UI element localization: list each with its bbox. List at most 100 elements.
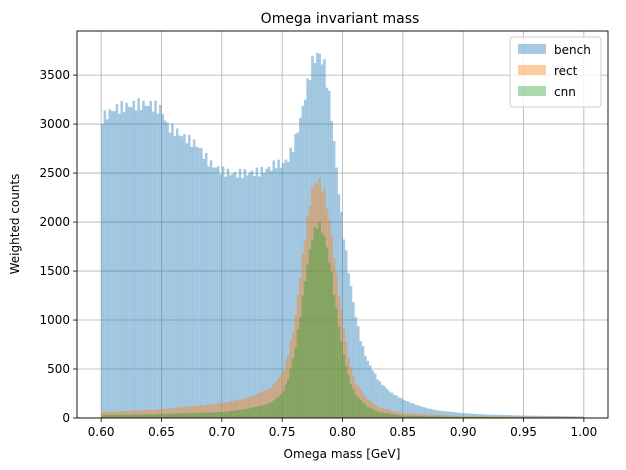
bar-bench-10 — [125, 102, 128, 419]
bar-rect-198 — [579, 417, 582, 418]
bar-bench-37 — [190, 146, 194, 419]
bar-bench-145 — [451, 411, 454, 418]
bar-rect-72 — [274, 381, 278, 418]
bar-bench-38 — [192, 139, 196, 418]
x-tick-label-3: 0.75 — [269, 425, 296, 439]
bar-bench-35 — [185, 143, 189, 418]
bar-rect-30 — [173, 407, 177, 418]
bar-cnn-50 — [221, 412, 225, 418]
bar-bench-62 — [250, 170, 254, 418]
bar-rect-76 — [284, 361, 288, 418]
bar-rect-64 — [255, 393, 259, 418]
bar-bench-33 — [180, 136, 184, 418]
y-tick-label-4: 2000 — [39, 215, 70, 229]
bar-bench-192 — [564, 416, 568, 418]
bar-cnn-78 — [289, 369, 292, 418]
bar-bench-185 — [547, 415, 551, 418]
bar-bench-44 — [207, 166, 210, 418]
bar-cnn-151 — [465, 417, 469, 418]
bar-bench-152 — [468, 413, 471, 418]
y-tick-label-7: 3500 — [39, 68, 70, 82]
bar-rect-116 — [381, 408, 384, 418]
bar-cnn-42 — [202, 412, 206, 418]
bar-cnn-15 — [137, 414, 140, 418]
bar-rect-63 — [253, 395, 256, 418]
bar-cnn-129 — [412, 415, 416, 418]
bar-rect-13 — [132, 410, 136, 418]
bar-rect-17 — [142, 410, 145, 418]
bar-cnn-63 — [253, 407, 256, 418]
bar-cnn-33 — [180, 413, 184, 418]
bar-cnn-43 — [204, 412, 208, 418]
bar-bench-17 — [142, 100, 145, 418]
bar-cnn-32 — [178, 413, 181, 418]
bar-cnn-66 — [260, 405, 263, 418]
bar-bench-84 — [303, 99, 307, 418]
bar-bench-66 — [260, 166, 263, 418]
y-tick-label-2: 1000 — [39, 313, 70, 327]
x-tick-label-4: 0.80 — [329, 425, 356, 439]
bar-cnn-145 — [451, 416, 454, 418]
bar-rect-112 — [371, 403, 375, 418]
bar-rect-55 — [233, 400, 237, 418]
bar-rect-15 — [137, 410, 140, 418]
bar-rect-125 — [402, 413, 406, 418]
bar-cnn-35 — [185, 413, 189, 418]
bar-bench-142 — [443, 411, 447, 418]
bar-bench-134 — [424, 407, 428, 418]
bar-bench-12 — [130, 107, 133, 419]
bar-cnn-55 — [233, 410, 237, 418]
y-tick-label-0: 0 — [62, 411, 70, 425]
bar-bench-1 — [103, 110, 107, 418]
bar-rect-117 — [383, 408, 387, 418]
bar-bench-42 — [202, 158, 206, 418]
bar-cnn-134 — [424, 416, 428, 418]
bar-bench-126 — [405, 400, 408, 418]
bar-rect-78 — [289, 341, 292, 418]
bar-cnn-147 — [455, 416, 459, 418]
bar-bench-190 — [559, 416, 563, 418]
bar-rect-33 — [180, 407, 184, 418]
bar-cnn-77 — [286, 379, 290, 418]
bar-rect-11 — [127, 410, 131, 418]
bar-rect-138 — [434, 414, 437, 418]
bar-rect-1 — [103, 411, 107, 418]
bar-rect-169 — [509, 416, 512, 418]
bar-cnn-48 — [216, 412, 220, 418]
bar-bench-105 — [354, 317, 358, 418]
bar-rect-184 — [545, 416, 548, 418]
bar-rect-22 — [154, 409, 157, 418]
bar-rect-58 — [241, 399, 244, 418]
bar-rect-88 — [313, 183, 317, 418]
bar-rect-24 — [159, 409, 162, 418]
bar-bench-20 — [149, 100, 152, 419]
bar-cnn-73 — [277, 396, 280, 418]
bar-cnn-138 — [434, 416, 437, 418]
bar-cnn-132 — [419, 415, 423, 418]
bar-cnn-126 — [405, 415, 408, 418]
bar-cnn-2 — [105, 414, 109, 418]
bar-bench-139 — [436, 410, 440, 418]
bar-bench-72 — [274, 168, 278, 418]
bar-rect-149 — [460, 416, 464, 418]
bar-rect-164 — [496, 416, 500, 418]
bar-bench-195 — [571, 416, 575, 418]
bar-bench-67 — [262, 172, 266, 418]
legend-swatch-bench — [518, 44, 546, 54]
bar-bench-4 — [110, 110, 114, 418]
bar-cnn-19 — [146, 414, 150, 418]
bar-bench-186 — [550, 416, 553, 418]
bar-rect-12 — [130, 410, 133, 418]
bar-cnn-61 — [248, 408, 251, 418]
bar-bench-146 — [453, 412, 457, 418]
bar-cnn-105 — [354, 395, 358, 418]
bar-rect-75 — [282, 370, 285, 418]
bar-bench-184 — [545, 415, 548, 418]
bar-cnn-112 — [371, 409, 375, 418]
bar-rect-153 — [470, 416, 473, 418]
bar-cnn-82 — [299, 317, 302, 418]
bar-bench-69 — [267, 166, 271, 418]
bar-bench-106 — [356, 326, 360, 418]
bar-cnn-141 — [441, 416, 445, 418]
bar-rect-36 — [188, 406, 191, 418]
